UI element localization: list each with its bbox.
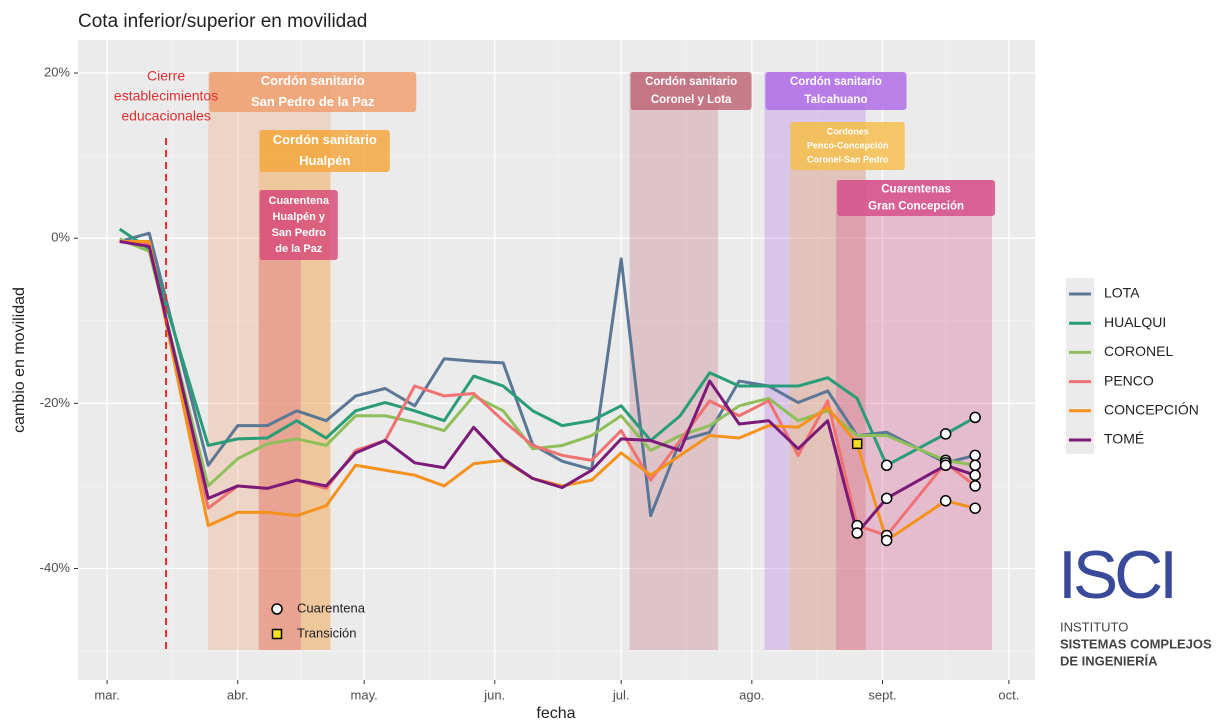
x-axis-label: fecha (536, 705, 575, 722)
period-label: Talcahuano (804, 94, 867, 106)
period-label-box (259, 130, 390, 172)
x-tick-label: jun. (483, 687, 505, 702)
quarantine-marker (880, 459, 893, 472)
y-tick-label: -40% (40, 560, 71, 575)
period-label: Cordón sanitario (645, 76, 737, 88)
series-line (119, 231, 976, 518)
period-label-box (209, 72, 417, 112)
period-label: Cordón sanitario (273, 132, 377, 147)
x-tick-label: oct. (998, 687, 1019, 702)
x-tick-label: sept. (868, 687, 896, 702)
quarantine-marker (851, 527, 863, 539)
legend-label: CONCEPCIÓN (1104, 402, 1199, 418)
period-label-box (790, 122, 905, 170)
period-label-box (630, 72, 752, 110)
y-tick-label: -20% (40, 395, 71, 410)
y-axis-label: cambio en movilidad (11, 287, 28, 433)
period-label: Cuarentenas (881, 184, 951, 196)
legend-label: CORONEL (1104, 343, 1173, 359)
quarantine-marker (880, 534, 893, 547)
legend-label: HUALQUI (1104, 314, 1166, 330)
period-band (836, 180, 993, 650)
y-tick-label: 0% (51, 230, 70, 245)
series-lines (118, 227, 981, 547)
x-tick-label: jul. (612, 687, 630, 702)
period-label: Cordón sanitario (790, 76, 882, 88)
legend-marker (271, 628, 283, 640)
quarantine-marker (880, 492, 893, 505)
period-label: Cuarentena (269, 195, 330, 207)
transition-marker (851, 438, 863, 450)
period-label: San Pedro (272, 227, 327, 239)
quarantine-marker (969, 411, 981, 424)
legend-label: LOTA (1104, 285, 1140, 301)
period-label: Cordones (827, 126, 869, 136)
series-line (118, 227, 976, 467)
quarantine-marker (969, 502, 981, 514)
quarantine-marker (939, 459, 952, 472)
x-tick-label: ago. (739, 687, 764, 702)
period-label: Coronel y Lota (651, 94, 732, 106)
x-tick-label: abr. (227, 687, 249, 702)
logo-name: ISCI (1058, 537, 1178, 613)
legend-label: PENCO (1104, 372, 1154, 388)
logo-line: SISTEMAS COMPLEJOS (1060, 636, 1212, 651)
quarantine-marker (969, 449, 981, 462)
quarantine-marker (939, 495, 952, 507)
period-label-box (259, 190, 338, 260)
legend-label: Cuarentena (297, 600, 366, 615)
legend-label: TOMÉ (1104, 431, 1144, 447)
period-label-box (837, 180, 996, 216)
y-tick-label: 20% (44, 64, 70, 79)
quarantine-marker (969, 469, 981, 481)
period-label: de la Paz (275, 243, 323, 255)
quarantine-marker (969, 459, 981, 472)
period-label: Gran Concepción (868, 201, 964, 213)
period-label: San Pedro de la Paz (251, 94, 375, 109)
logo-line: INSTITUTO (1060, 619, 1128, 634)
legend-key-bg (1066, 278, 1094, 454)
period-label: Hualpén y (272, 211, 325, 223)
event-label: establecimientos (114, 88, 218, 104)
period-label: Penco-Concepción (807, 140, 889, 150)
chart-title: Cota inferior/superior en movilidad (78, 11, 367, 32)
period-label-box (765, 72, 907, 110)
legend-label: Transición (297, 625, 356, 640)
period-label: Coronel-San Pedro (807, 154, 889, 164)
x-tick-label: may. (351, 687, 378, 702)
series-line (119, 240, 976, 535)
legend: LOTA HUALQUI CORONEL PENCO CONCEPCIÓN TOMÉ (1069, 285, 1199, 447)
event-label: educacionales (121, 108, 211, 124)
event-label: Cierre (147, 68, 185, 84)
legend-marker (271, 603, 283, 615)
period-label: Cordón sanitario (261, 73, 365, 88)
quarantine-marker (939, 428, 952, 440)
quarantine-marker (969, 480, 981, 492)
annotations: Cordón sanitario San Pedro de la Paz Cordó… (114, 68, 996, 650)
x-tick-label: mar. (94, 687, 119, 702)
logo-line: DE INGENIERÍA (1060, 653, 1158, 668)
period-label: Hualpén (299, 153, 350, 168)
period-band (629, 72, 719, 650)
